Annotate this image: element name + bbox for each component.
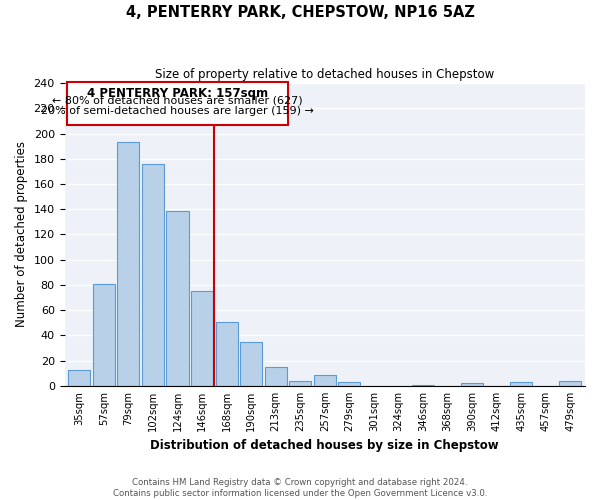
X-axis label: Distribution of detached houses by size in Chepstow: Distribution of detached houses by size … [151,440,499,452]
Bar [510,382,532,386]
Bar [289,381,311,386]
Bar [166,210,188,386]
Bar [142,164,164,386]
Bar [118,142,139,386]
Text: Contains HM Land Registry data © Crown copyright and database right 2024.
Contai: Contains HM Land Registry data © Crown c… [113,478,487,498]
Bar [559,381,581,386]
Bar [240,342,262,386]
FancyBboxPatch shape [67,82,288,124]
Bar [338,382,361,386]
Bar [265,367,287,386]
Bar [314,374,336,386]
Text: ← 80% of detached houses are smaller (627): ← 80% of detached houses are smaller (62… [52,96,303,106]
Text: 4, PENTERRY PARK, CHEPSTOW, NP16 5AZ: 4, PENTERRY PARK, CHEPSTOW, NP16 5AZ [125,5,475,20]
Bar [215,322,238,386]
Bar [461,384,483,386]
Title: Size of property relative to detached houses in Chepstow: Size of property relative to detached ho… [155,68,494,80]
Bar [68,370,91,386]
Bar [93,284,115,386]
Bar [412,384,434,386]
Text: 4 PENTERRY PARK: 157sqm: 4 PENTERRY PARK: 157sqm [87,87,268,100]
Text: 20% of semi-detached houses are larger (159) →: 20% of semi-detached houses are larger (… [41,106,314,116]
Bar [191,292,213,386]
Y-axis label: Number of detached properties: Number of detached properties [15,142,28,328]
